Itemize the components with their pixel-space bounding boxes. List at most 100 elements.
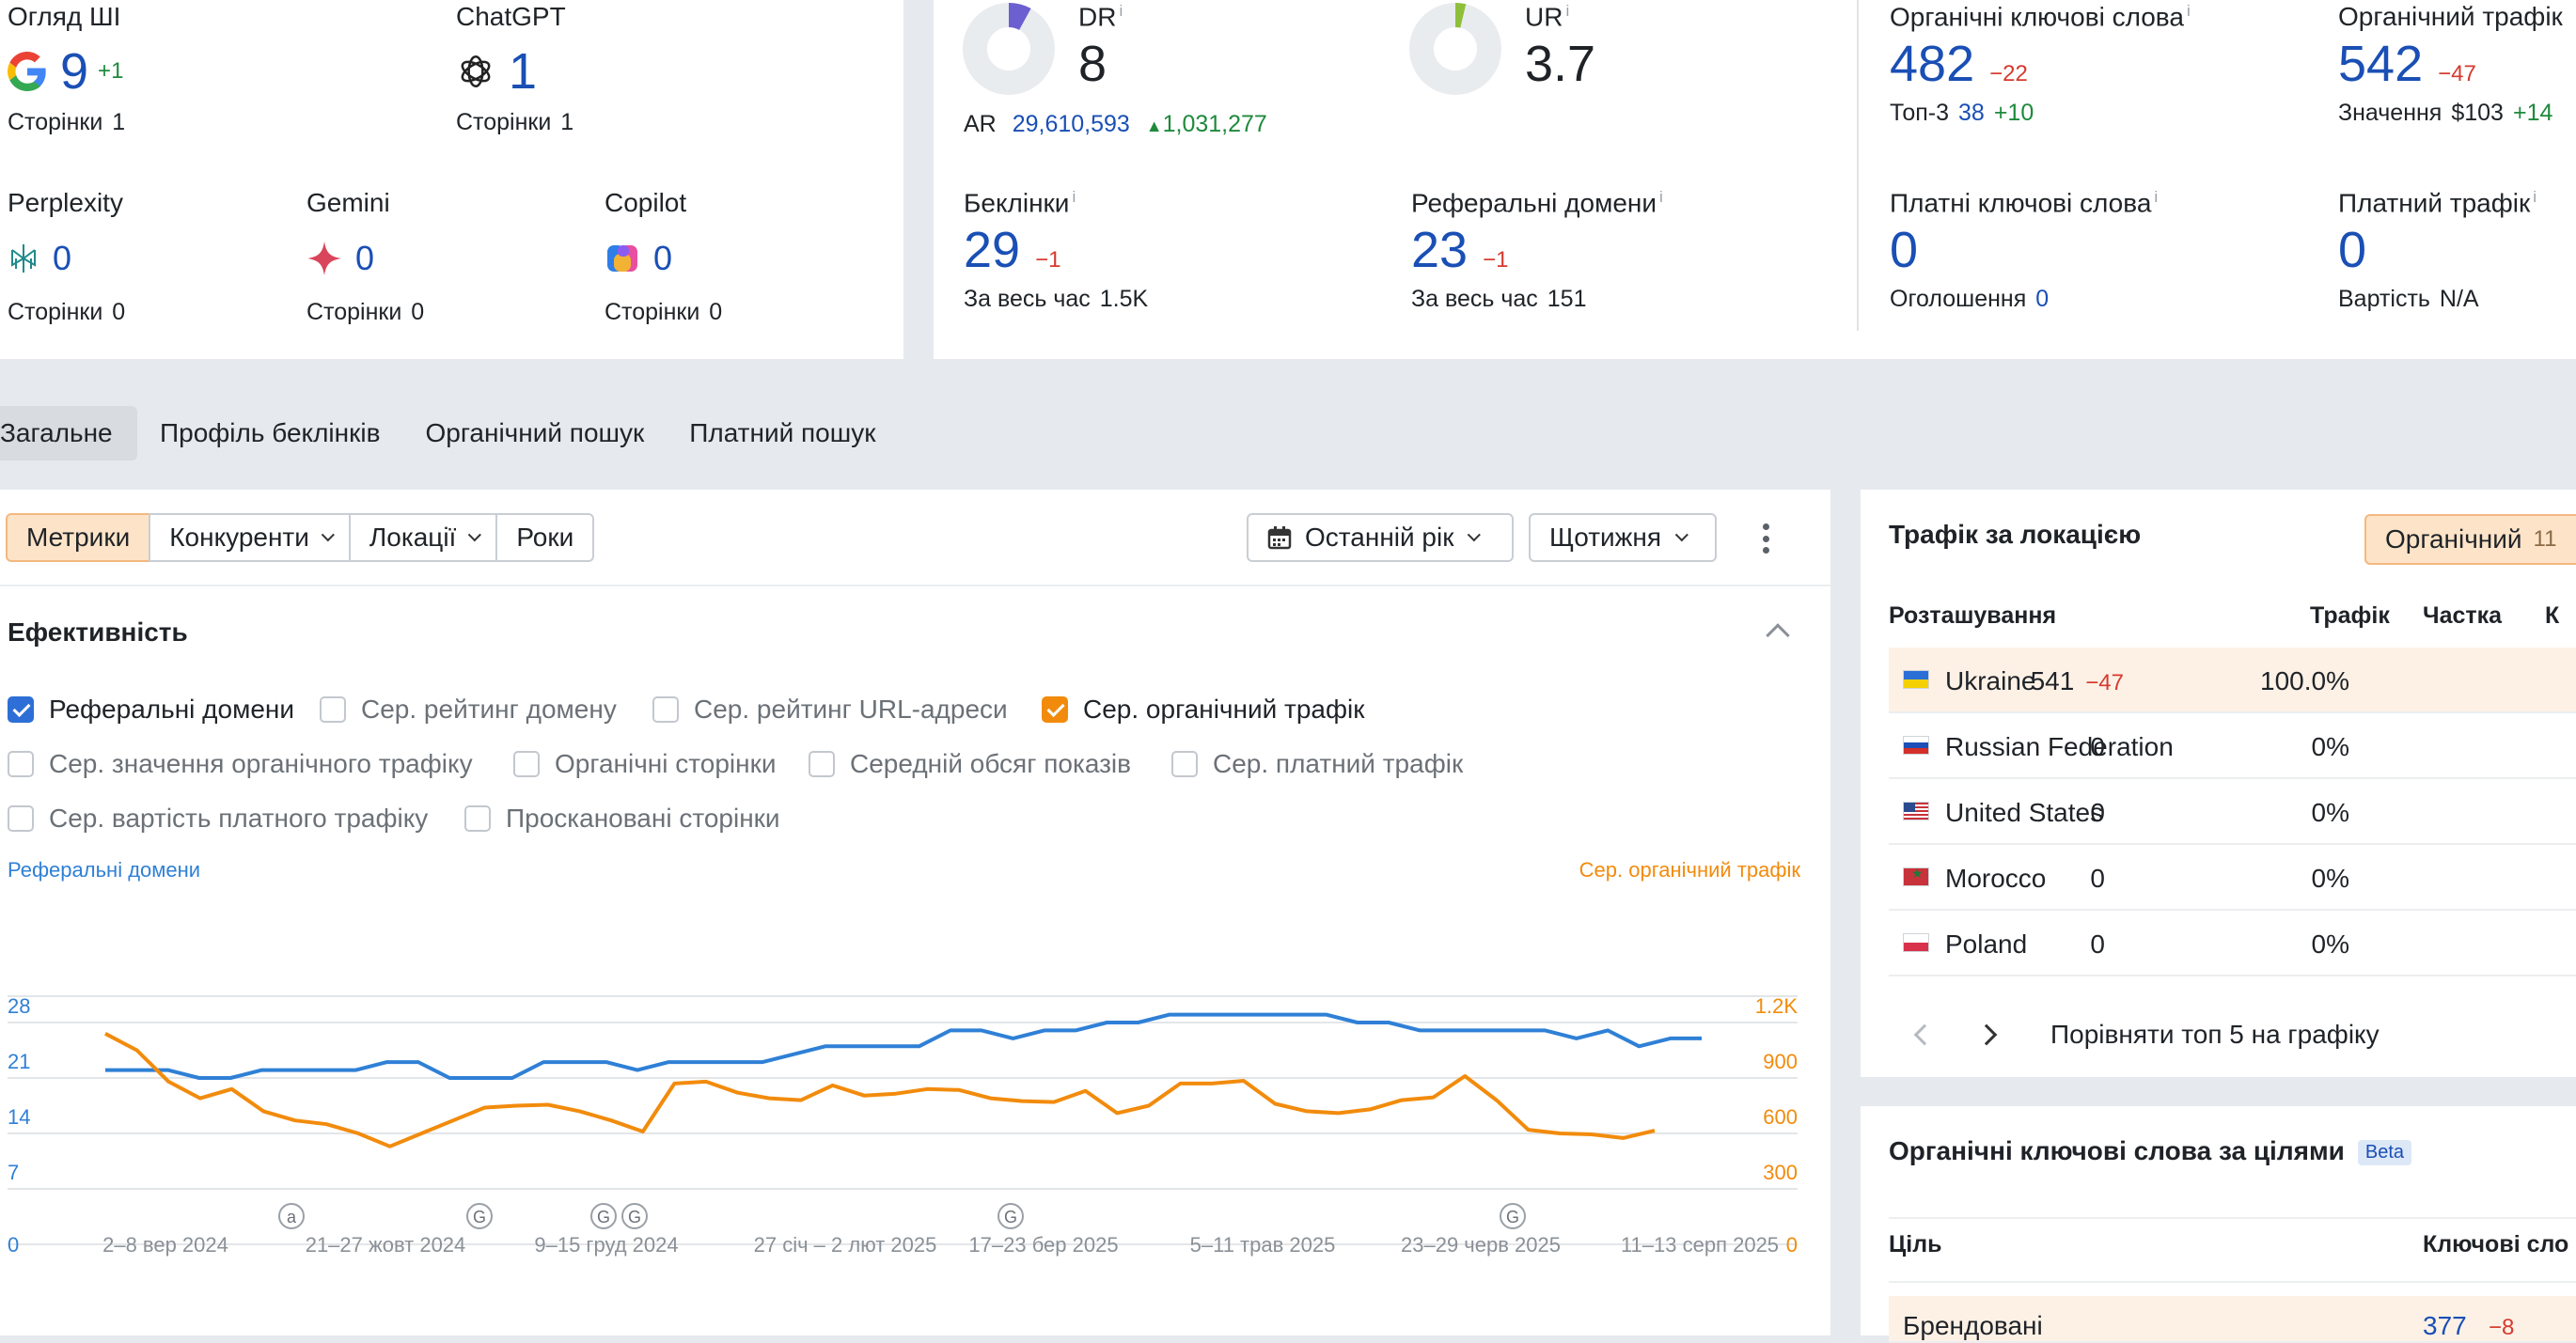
checkbox-icon[interactable] — [8, 805, 34, 832]
tab-paid-search[interactable]: Платний пошук — [689, 418, 876, 447]
ref-domains-info-icon[interactable]: i — [1659, 188, 1663, 206]
series-line-organic-traffic[interactable] — [104, 1032, 1656, 1148]
checkbox-icon[interactable] — [513, 751, 540, 777]
checkbox-checked-icon[interactable] — [1042, 696, 1068, 723]
checkbox-icon[interactable] — [320, 696, 346, 723]
annotation-marker[interactable] — [278, 1203, 305, 1229]
paid-traffic-cost: Вартість N/A — [2338, 286, 2479, 313]
tab-organic-search[interactable]: Органічний пошук — [425, 418, 645, 447]
paid-keywords-info-icon[interactable]: i — [2154, 188, 2159, 206]
paid-keywords-value[interactable]: 0 — [1890, 222, 1919, 279]
paid-traffic-metric[interactable]: Платний трафік i 0 Вартість N/A — [2338, 188, 2537, 313]
perplexity-metric[interactable]: Perplexity 0 Сторінки 0 — [8, 188, 125, 326]
table-row[interactable]: United States 0 0% — [1889, 779, 2576, 845]
metric-checkbox[interactable]: Середній обсяг показів — [809, 749, 1131, 779]
competitors-button[interactable]: Конкуренти — [149, 513, 351, 562]
metric-checkbox[interactable]: Реферальні домени — [8, 695, 294, 725]
checkbox-label: Сер. вартість платного трафіку — [49, 804, 429, 833]
compare-top5-link[interactable]: Порівняти топ 5 на графіку — [2050, 1020, 2380, 1049]
copilot-metric[interactable]: Copilot 0 Сторінки 0 — [605, 188, 722, 326]
table-row[interactable]: Russian Federation 0 0% — [1889, 713, 2576, 779]
chatgpt-metric[interactable]: ChatGPT 1 Сторінки 1 — [456, 2, 573, 136]
metric-checkbox[interactable]: Сер. органічний трафік — [1042, 695, 1365, 725]
country-name[interactable]: Morocco — [1945, 864, 2047, 893]
gemini-value[interactable]: 0 — [355, 239, 375, 277]
checkbox-icon[interactable] — [809, 751, 835, 777]
copilot-value[interactable]: 0 — [653, 239, 673, 277]
country-name[interactable]: Ukraine — [1945, 666, 2036, 695]
organic-keywords-value[interactable]: 482 — [1890, 36, 1975, 93]
ai-overview-value[interactable]: 9 — [60, 43, 89, 100]
chevron-left-icon[interactable] — [1913, 1023, 1936, 1046]
checkbox-checked-icon[interactable] — [8, 696, 34, 723]
dr-info-icon[interactable]: i — [1119, 2, 1123, 20]
column-location[interactable]: Розташування — [1889, 602, 2057, 629]
metric-checkbox[interactable]: Сер. вартість платного трафіку — [8, 804, 428, 834]
beta-badge: Beta — [2357, 1140, 2412, 1166]
perplexity-value[interactable]: 0 — [53, 239, 72, 277]
ur-metric[interactable]: UR i 3.7 — [1408, 2, 1595, 96]
period-dropdown[interactable]: Останній рік — [1247, 513, 1514, 562]
checkbox-icon[interactable] — [8, 751, 34, 777]
organic-traffic-value[interactable]: 542 — [2338, 36, 2424, 92]
metric-checkbox[interactable]: Сер. рейтинг домену — [320, 695, 617, 725]
dr-metric[interactable]: DR i 8 — [962, 2, 1123, 96]
annotation-marker[interactable] — [466, 1203, 493, 1229]
ref-domains-value[interactable]: 23 — [1411, 222, 1469, 279]
backlinks-metric[interactable]: Беклінки i 29 −1 За весь час 1.5K — [964, 188, 1148, 313]
country-name[interactable]: Russian Federation — [1945, 732, 2174, 761]
table-row[interactable]: Ukraine 541 −47 100.0% — [1889, 648, 2576, 713]
checkbox-icon[interactable] — [464, 805, 491, 832]
more-options-icon[interactable] — [1756, 520, 1775, 557]
annotation-marker[interactable] — [997, 1203, 1024, 1229]
organic-keywords-metric[interactable]: Органічні ключові слова i 482 −22 Топ-3 38 +… — [1890, 2, 2191, 127]
column-traffic[interactable]: Трафік — [2310, 602, 2390, 629]
metric-checkbox[interactable]: Сер. рейтинг URL-адреси — [652, 695, 1008, 725]
chatgpt-value[interactable]: 1 — [509, 43, 538, 100]
tab-backlink-profile[interactable]: Профіль беклінків — [160, 418, 381, 447]
table-row[interactable]: Брендовані 377 −8 — [1889, 1296, 2576, 1343]
backlinks-info-icon[interactable]: i — [1072, 188, 1076, 206]
table-row[interactable]: Poland 0 0% — [1889, 911, 2576, 976]
paid-traffic-info-icon[interactable]: i — [2533, 188, 2537, 206]
column-share[interactable]: Частка — [2423, 602, 2503, 629]
organic-traffic-metric[interactable]: Органічний трафік 542 −47 Значення $103 +14 — [2338, 2, 2563, 127]
annotation-marker[interactable] — [590, 1203, 617, 1229]
column-keywords[interactable]: Ключові сло — [2423, 1231, 2569, 1257]
interval-dropdown[interactable]: Щотижня — [1529, 513, 1717, 562]
annotation-marker[interactable] — [1500, 1203, 1526, 1229]
metric-checkbox[interactable]: Сер. значення органічного трафіку — [8, 749, 473, 779]
collapse-icon[interactable] — [1766, 623, 1790, 648]
series-line-referring-domains[interactable] — [105, 1012, 1702, 1080]
country-name[interactable]: Poland — [1945, 929, 2028, 959]
years-button[interactable]: Роки — [495, 513, 595, 562]
country-name[interactable]: United States — [1945, 798, 2104, 827]
intent-keywords-value[interactable]: 377 — [2423, 1311, 2467, 1340]
checkbox-icon[interactable] — [1171, 751, 1198, 777]
paid-traffic-value[interactable]: 0 — [2338, 222, 2367, 279]
table-row[interactable]: ★ Morocco 0 0% — [1889, 845, 2576, 911]
ar-value[interactable]: 29,610,593 — [1012, 111, 1130, 137]
column-keywords[interactable]: К — [2545, 602, 2560, 629]
backlinks-value[interactable]: 29 — [964, 222, 1021, 279]
metrics-button[interactable]: Метрики — [6, 513, 151, 562]
column-intent[interactable]: Ціль — [1889, 1231, 1942, 1257]
organic-keywords-info-icon[interactable]: i — [2186, 2, 2191, 20]
organic-traffic-label: Органічний трафік — [2338, 2, 2563, 31]
chevron-right-icon[interactable] — [1975, 1023, 1998, 1046]
metric-checkbox[interactable]: Сер. платний трафік — [1171, 749, 1463, 779]
locations-button[interactable]: Локації — [348, 513, 498, 562]
metric-checkbox[interactable]: Органічні сторінки — [513, 749, 776, 779]
performance-chart[interactable]: 0 7 14 21 28 0 300 600 900 1.2K 2–8 вер 2024 21–27 … — [0, 490, 1830, 1335]
ref-domains-metric[interactable]: Реферальні домени i 23 −1 За весь час 151 — [1411, 188, 1663, 313]
checkbox-icon[interactable] — [652, 696, 679, 723]
organic-filter-button[interactable]: Органічний 11 — [2364, 514, 2576, 565]
annotation-marker[interactable] — [621, 1203, 648, 1229]
paid-keywords-metric[interactable]: Платні ключові слова i 0 Оголошення 0 — [1890, 188, 2158, 313]
metric-checkbox[interactable]: Проскановані сторінки — [464, 804, 780, 834]
ai-overview-metric[interactable]: Огляд ШІ 9 +1 Сторінки 1 — [8, 2, 125, 136]
ur-info-icon[interactable]: i — [1565, 2, 1570, 20]
chevron-down-icon — [1468, 528, 1482, 542]
tab-overview[interactable]: Загальне — [0, 406, 137, 461]
gemini-metric[interactable]: Gemini 0 Сторінки 0 — [306, 188, 424, 326]
